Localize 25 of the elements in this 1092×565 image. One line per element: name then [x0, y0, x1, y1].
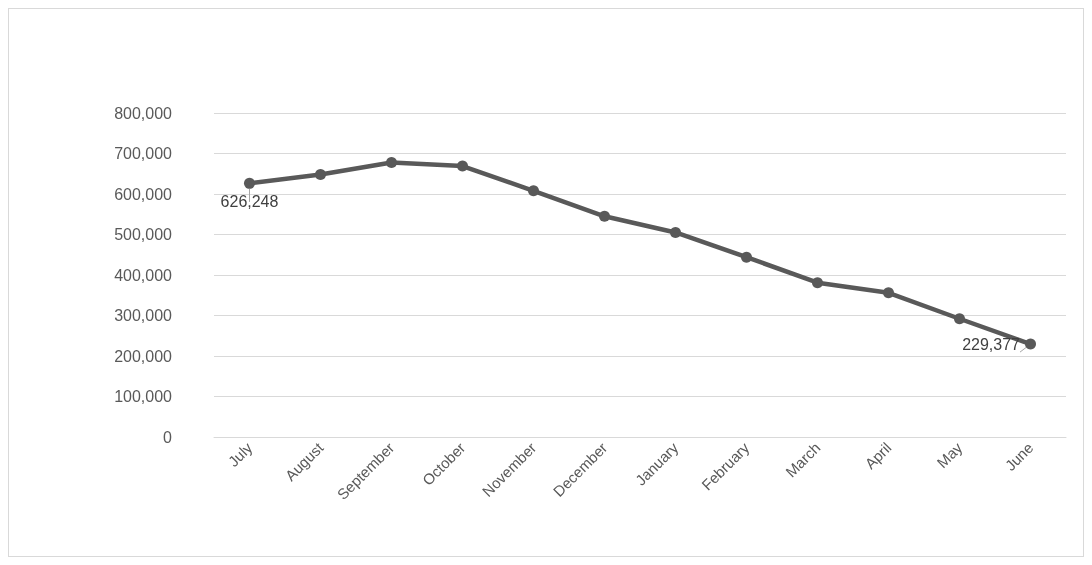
point [457, 160, 468, 172]
point [599, 210, 610, 222]
y-tick-label: 500,000 [114, 226, 173, 243]
y-tick-label: 100,000 [114, 388, 173, 405]
point [670, 226, 681, 238]
y-tick-label: 800,000 [114, 104, 173, 122]
point [812, 277, 823, 289]
point [883, 287, 894, 299]
point [528, 185, 539, 197]
y-tick-label: 200,000 [114, 347, 173, 365]
y-tick-label: 600,000 [114, 185, 173, 203]
y-tick-label: 400,000 [114, 266, 173, 284]
x-tick-label: July [224, 438, 256, 470]
y-tick-label: 0 [163, 428, 173, 446]
point [244, 177, 255, 189]
data-label: 229,377 [962, 335, 1021, 353]
y-tick-label: 300,000 [114, 307, 173, 324]
point [954, 313, 965, 325]
x-tick-label: May [933, 438, 966, 472]
y-tick-label: 700,000 [114, 145, 173, 162]
point [386, 156, 397, 168]
point [315, 169, 326, 181]
data-label: 626,248 [220, 193, 279, 211]
point [741, 251, 752, 263]
point [1025, 338, 1036, 350]
